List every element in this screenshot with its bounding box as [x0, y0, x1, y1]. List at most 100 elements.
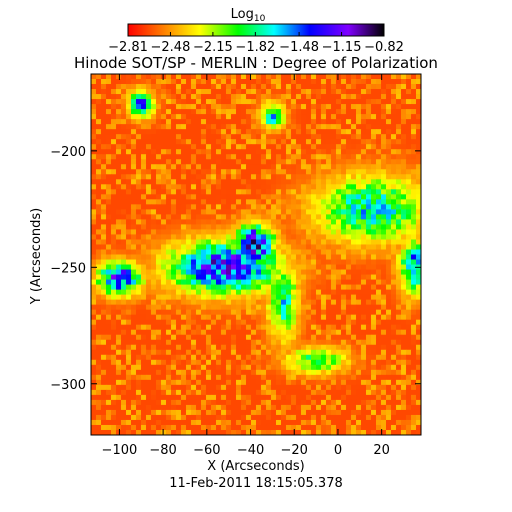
heatmap-cell — [326, 199, 332, 205]
heatmap-cell — [281, 284, 287, 290]
colorbar-frame — [127, 23, 385, 37]
heatmap-cell — [186, 339, 192, 346]
heatmap-cell — [396, 409, 402, 416]
heatmap-cell — [206, 229, 212, 235]
heatmap-cell — [266, 189, 272, 195]
heatmap-cell — [386, 129, 392, 135]
heatmap-cell — [161, 159, 167, 165]
heatmap-cell — [181, 324, 187, 331]
heatmap-cell — [96, 394, 102, 401]
heatmap-cell — [376, 389, 382, 396]
heatmap-cell — [136, 239, 142, 245]
heatmap-cell — [331, 224, 337, 230]
heatmap-cell — [301, 199, 307, 205]
heatmap-cell — [151, 219, 157, 225]
heatmap-cell — [101, 429, 107, 436]
heatmap-cell — [356, 149, 362, 155]
heatmap-cell — [396, 164, 402, 170]
heatmap-cell — [406, 279, 412, 285]
heatmap-cell — [316, 139, 322, 145]
heatmap-cell — [236, 319, 242, 326]
heatmap-cell — [351, 429, 357, 436]
heatmap-cell — [131, 144, 137, 150]
heatmap-cell — [376, 394, 382, 401]
heatmap-cell — [241, 369, 247, 376]
heatmap-cell — [281, 389, 287, 396]
heatmap-cell — [121, 374, 127, 381]
heatmap-cell — [391, 139, 397, 145]
heatmap-cell — [416, 219, 422, 225]
heatmap-cell — [211, 384, 217, 391]
heatmap-cell — [166, 339, 172, 346]
heatmap-cell — [291, 114, 297, 120]
heatmap-cell — [146, 229, 152, 235]
heatmap-cell — [411, 409, 417, 416]
heatmap-cell — [166, 404, 172, 411]
heatmap-cell — [416, 394, 422, 401]
heatmap-cell — [301, 174, 307, 180]
heatmap-cell — [331, 164, 337, 170]
heatmap-cell — [171, 289, 177, 296]
heatmap-cell — [301, 109, 307, 115]
heatmap-cell — [196, 269, 202, 275]
heatmap-cell — [326, 134, 332, 140]
heatmap-cell — [221, 79, 227, 85]
heatmap-cell — [206, 284, 212, 290]
heatmap-cell — [406, 229, 412, 235]
heatmap-cell — [396, 244, 402, 250]
heatmap-cell — [91, 224, 97, 230]
heatmap-cell — [286, 164, 292, 170]
heatmap-cell — [141, 389, 147, 396]
heatmap-cell — [266, 214, 272, 220]
heatmap-cell — [106, 144, 112, 150]
heatmap-cell — [236, 389, 242, 396]
heatmap-cell — [106, 319, 112, 326]
heatmap-cell — [311, 154, 317, 160]
heatmap-cell — [186, 144, 192, 150]
heatmap-cell — [191, 299, 197, 306]
heatmap-cell — [276, 204, 282, 210]
heatmap-cell — [161, 309, 167, 316]
heatmap-cell — [241, 114, 247, 120]
heatmap-cell — [391, 334, 397, 341]
heatmap-cell — [241, 234, 247, 240]
heatmap-cell — [351, 79, 357, 85]
heatmap-cell — [111, 249, 117, 255]
heatmap-cell — [156, 309, 162, 316]
heatmap-cell — [231, 344, 237, 351]
heatmap-cell — [91, 334, 97, 341]
heatmap-cell — [206, 389, 212, 396]
heatmap-cell — [291, 359, 297, 366]
heatmap-cell — [191, 404, 197, 411]
heatmap-cell — [246, 94, 252, 100]
heatmap-cell — [386, 404, 392, 411]
heatmap-cell — [396, 94, 402, 100]
heatmap-cell — [216, 369, 222, 376]
heatmap-cell — [166, 114, 172, 120]
heatmap-cell — [331, 374, 337, 381]
heatmap-cell — [301, 414, 307, 421]
heatmap-cell — [101, 179, 107, 185]
heatmap-cell — [226, 244, 232, 250]
heatmap-cell — [96, 259, 102, 265]
heatmap-cell — [111, 194, 117, 200]
heatmap-cell — [401, 374, 407, 381]
heatmap-cell — [286, 169, 292, 175]
heatmap-cell — [241, 284, 247, 290]
heatmap-cell — [111, 344, 117, 351]
heatmap-cell — [411, 94, 417, 100]
heatmap-cell — [271, 359, 277, 366]
heatmap-cell — [216, 124, 222, 130]
heatmap-cell — [101, 299, 107, 306]
heatmap-cell — [191, 239, 197, 245]
heatmap-cell — [321, 184, 327, 190]
heatmap-cell — [296, 174, 302, 180]
heatmap-cell — [371, 184, 377, 190]
heatmap-cell — [271, 169, 277, 175]
heatmap-cell — [336, 324, 342, 331]
heatmap-cell — [276, 129, 282, 135]
heatmap-cell — [396, 259, 402, 265]
heatmap-cell — [361, 269, 367, 275]
heatmap-cell — [311, 234, 317, 240]
heatmap-cell — [301, 399, 307, 406]
